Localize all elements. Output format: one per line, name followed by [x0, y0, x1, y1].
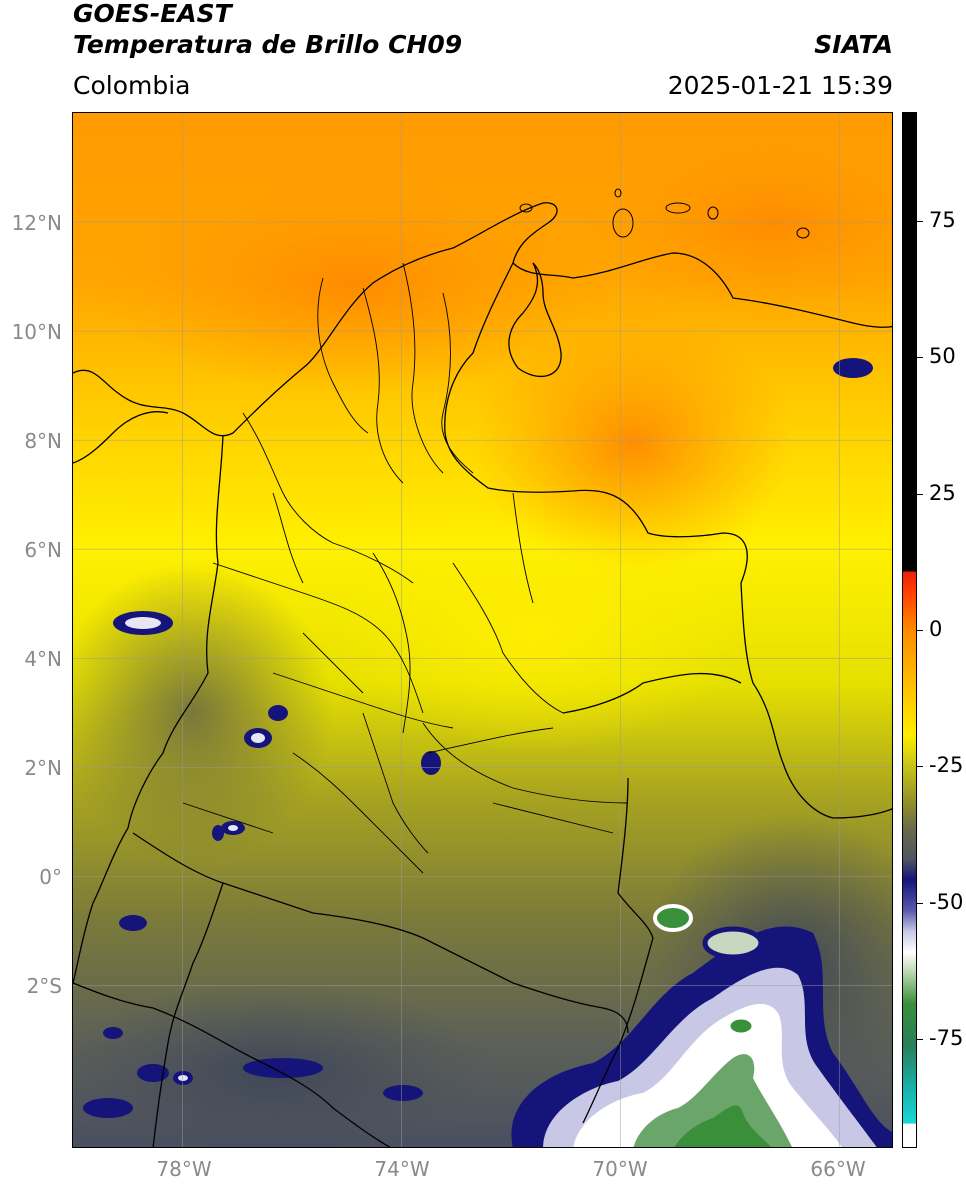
colorbar-tick-mark — [917, 1038, 923, 1040]
islands — [519, 188, 810, 239]
longitude-label: 70°W — [592, 1157, 648, 1181]
map-gridlines — [73, 113, 892, 1147]
latitude-label: 12°N — [11, 211, 62, 235]
longitude-label: 74°W — [374, 1157, 430, 1181]
yellow-region — [323, 513, 743, 753]
latitude-label: 4°N — [24, 647, 62, 671]
warm-region — [573, 133, 892, 313]
warm-region — [93, 173, 613, 393]
colorbar-tick-mark — [917, 357, 923, 359]
colorbar-tick-label: -75 — [929, 1025, 964, 1050]
colorbar-tick-mark — [917, 630, 923, 631]
colorbar-tick-mark — [917, 766, 923, 768]
country-borders — [73, 202, 892, 1147]
latitude-label: 8°N — [24, 429, 62, 453]
longitude-label: 66°W — [810, 1157, 866, 1181]
department-borders — [182, 262, 629, 874]
colorbar-tick-label: 0 — [929, 617, 943, 641]
temperature-colorbar — [902, 112, 917, 1148]
colorbar-tick-label: 50 — [929, 344, 956, 369]
region-label: Colombia — [73, 71, 191, 100]
olive-region — [73, 563, 333, 863]
colorbar-tick-label: -50 — [929, 889, 964, 914]
agency-label: SIATA — [814, 30, 893, 59]
timestamp-label: 2025-01-21 15:39 — [667, 71, 893, 100]
colorbar-tick-label: 25 — [929, 480, 956, 505]
latitude-label: 0° — [39, 865, 62, 889]
latitude-label: 2°N — [24, 756, 62, 780]
latitude-label: 6°N — [24, 538, 62, 562]
map-canvas — [73, 113, 892, 1147]
latitude-label: 2°S — [26, 974, 62, 998]
title-product: Temperatura de Brillo CH09 — [73, 30, 463, 59]
longitude-label: 78°W — [156, 1157, 212, 1181]
warm-region — [473, 313, 793, 573]
colorbar-tick-mark — [917, 902, 923, 904]
latitude-label: 10°N — [11, 320, 62, 344]
colorbar-tick-label: 75 — [929, 208, 956, 233]
colorbar-tick-label: -25 — [929, 753, 964, 778]
satellite-map[interactable] — [72, 112, 893, 1148]
cold-cloud-cluster — [511, 904, 892, 1147]
title-satellite: GOES-EAST — [73, 0, 232, 28]
convective-cell-cores — [125, 617, 265, 1081]
colorbar-tick-mark — [917, 221, 923, 223]
colorbar-tick-mark — [917, 493, 923, 495]
colorbar-gradient — [903, 113, 916, 1147]
